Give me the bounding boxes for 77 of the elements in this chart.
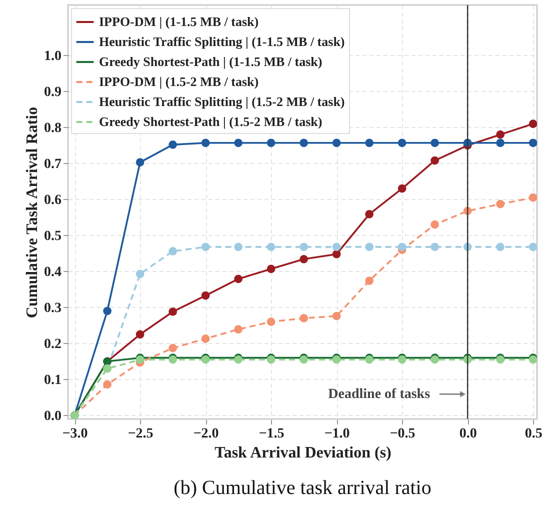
point — [528, 138, 537, 148]
point — [266, 264, 276, 274]
point — [266, 242, 276, 252]
point — [430, 220, 439, 229]
point — [398, 184, 406, 193]
point — [398, 138, 406, 148]
x-tick-label: −1.5 — [258, 426, 284, 442]
point — [300, 138, 308, 148]
legend-label: Greedy Shortest-Path | (1-1.5 MB / task) — [99, 54, 322, 69]
point — [430, 242, 439, 252]
legend-label: Heuristic Traffic Splitting | (1.5-2 MB / task) — [99, 94, 345, 109]
point — [266, 138, 276, 148]
point — [332, 138, 341, 148]
y-tick-label: 0.2 — [44, 336, 62, 352]
point — [496, 242, 504, 252]
x-axis-title: Task Arrival Deviation (s) — [214, 444, 392, 462]
y-tick-label: 0.5 — [44, 228, 62, 244]
point — [365, 210, 374, 218]
legend-label: IPPO-DM | (1-1.5 MB / task) — [99, 14, 259, 29]
point — [365, 242, 374, 252]
x-tick-label: −1.0 — [324, 426, 350, 442]
point — [365, 138, 374, 148]
point — [168, 344, 177, 352]
point — [496, 138, 504, 148]
x-tick-label: −3.0 — [62, 426, 88, 442]
point — [201, 334, 210, 343]
legend-label: IPPO-DM | (1.5-2 MB / task) — [99, 74, 259, 89]
point — [528, 120, 537, 128]
y-tick-label: 0.6 — [44, 192, 62, 208]
point — [168, 308, 177, 316]
y-tick-label: 0.1 — [44, 372, 62, 388]
y-tick-label: 0.4 — [44, 264, 62, 280]
point — [234, 242, 242, 252]
y-tick-label: 0.9 — [44, 84, 62, 100]
x-tick-label: 0.5 — [524, 426, 542, 442]
point — [430, 138, 439, 148]
point — [234, 138, 242, 148]
y-axis-title: Cumulative Task Arrival Ratio — [24, 106, 41, 318]
point — [332, 312, 341, 320]
y-tick-label: 0.7 — [44, 156, 62, 172]
point — [496, 200, 504, 208]
point — [332, 250, 341, 258]
point — [136, 158, 144, 166]
text: (b) Cumulative task arrival ratio — [174, 477, 432, 499]
point — [398, 242, 406, 252]
y-tick-label: 0.8 — [44, 120, 62, 136]
point — [234, 325, 242, 334]
point — [365, 276, 374, 285]
ref-line-label: Deadline of tasks — [328, 387, 431, 402]
point — [300, 254, 308, 264]
point — [300, 242, 308, 252]
point — [103, 380, 112, 389]
x-tick-label: −2.5 — [128, 426, 154, 442]
point — [332, 242, 341, 252]
point — [430, 156, 439, 165]
point — [103, 306, 112, 316]
x-tick-label: 0.0 — [459, 426, 477, 442]
y-tick-label: 0.3 — [44, 300, 62, 316]
point — [201, 242, 210, 252]
point — [528, 242, 537, 252]
point — [136, 270, 144, 278]
x-tick-label: −0.5 — [390, 426, 416, 442]
point — [201, 291, 210, 300]
point — [528, 193, 537, 202]
x-tick-label: −2.0 — [193, 426, 219, 442]
point — [136, 330, 144, 339]
legend-label: Greedy Shortest-Path | (1.5-2 MB / task) — [99, 114, 322, 129]
y-tick-label: 1.0 — [44, 48, 62, 64]
point — [168, 140, 177, 149]
legend-label: Heuristic Traffic Splitting | (1-1.5 MB / task) — [99, 34, 345, 49]
point — [168, 247, 177, 256]
point — [266, 318, 276, 326]
point — [300, 314, 308, 322]
point — [201, 138, 210, 148]
y-tick-label: 0.0 — [44, 408, 62, 424]
point — [496, 130, 504, 139]
point — [234, 274, 242, 284]
